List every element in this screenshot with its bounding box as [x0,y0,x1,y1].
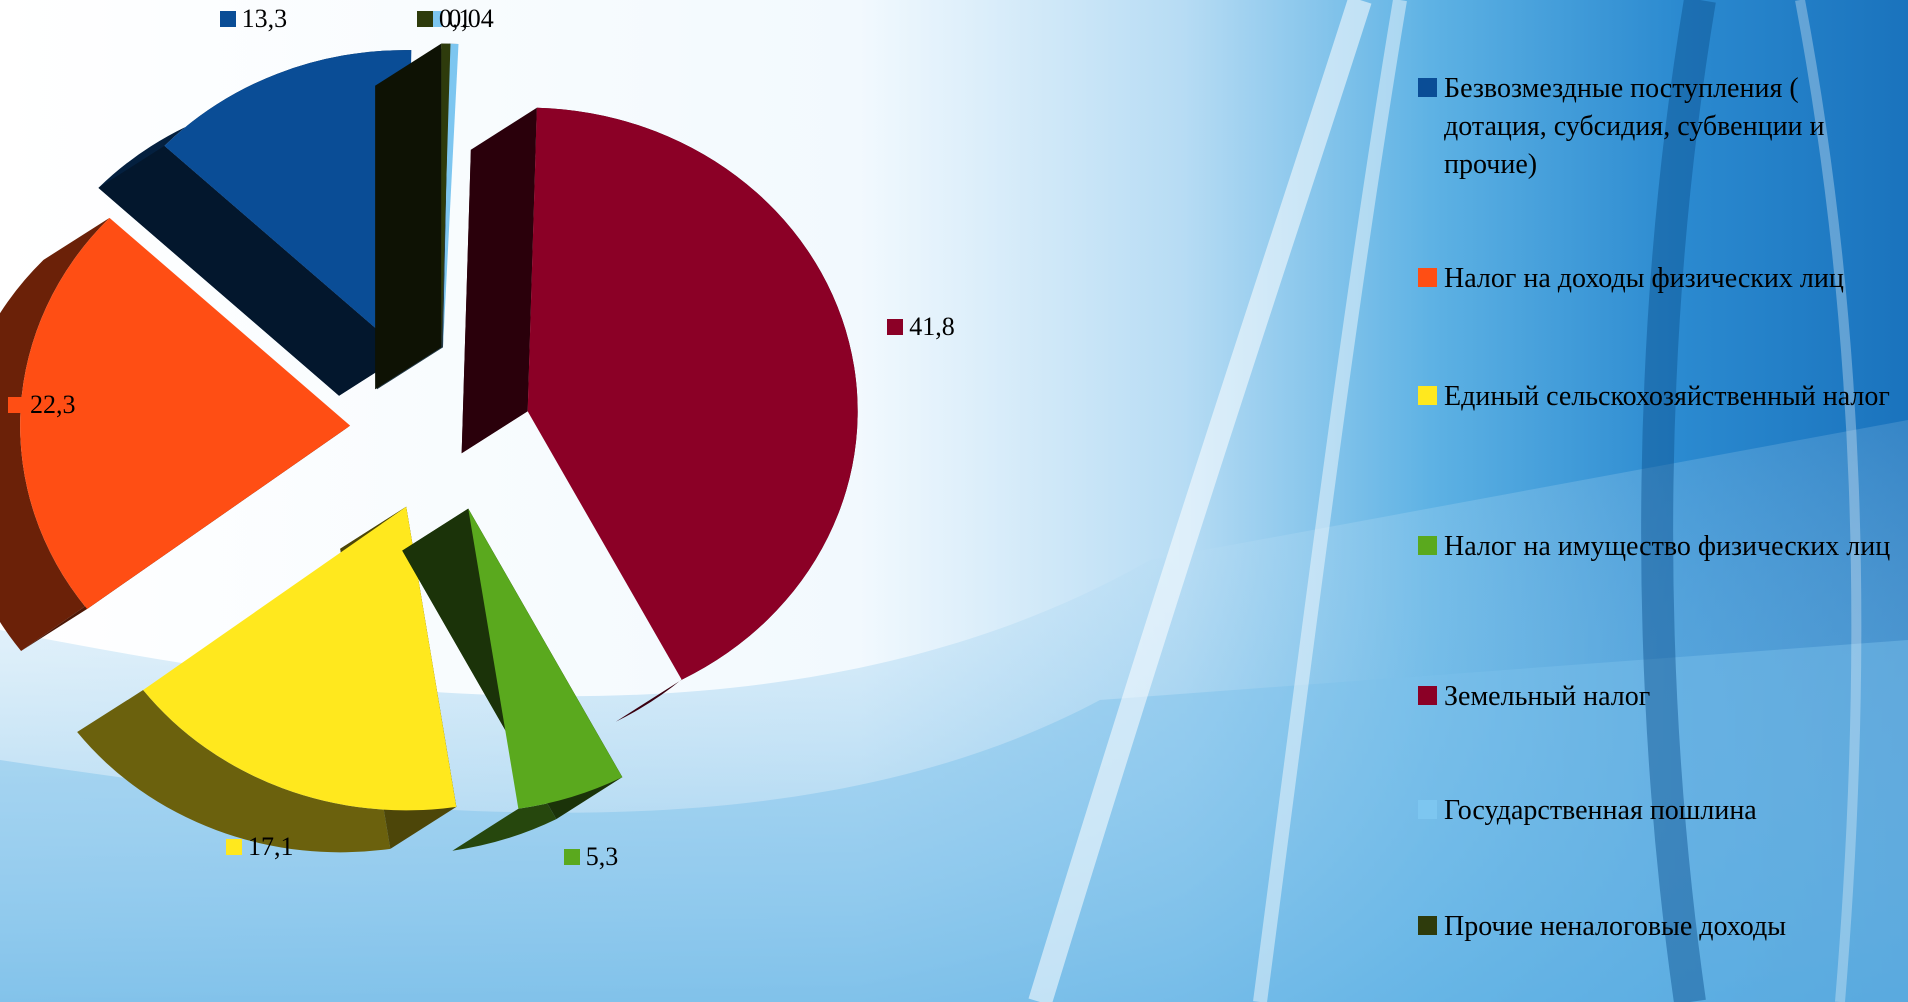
data-label: 5,3 [563,842,619,872]
data-label-value: 17,1 [247,831,294,861]
legend-swatch [1418,78,1437,97]
legend-label: Налог на имущество физических лиц [1444,531,1891,562]
legend-label: Налог на доходы физических лиц [1444,263,1844,294]
data-label-value: 13,3 [241,4,288,33]
legend-swatch [1418,686,1437,705]
data-label-value: 22,3 [30,390,76,420]
legend-label: Безвозмездные поступления ( дотация, суб… [1444,73,1825,180]
legend-swatch [1418,916,1437,935]
pie-slice [375,43,451,390]
legend-swatch [1418,536,1437,555]
legend-item: Прочие неналоговые доходы [1418,908,1904,946]
legend-swatch [1418,386,1437,405]
data-label-swatch [8,397,24,414]
legend-label: Государственная пошлина [1444,795,1757,826]
pie-slice [402,508,623,851]
legend-swatch [1418,800,1437,819]
legend-item: Государственная пошлина [1418,792,1904,830]
data-label-value: 0,1 [438,4,472,33]
data-label: 41,8 [887,312,955,342]
legend-swatch [1418,268,1437,287]
data-label: 13,3 [219,4,288,34]
pie-slice [0,217,351,651]
data-label-value: 0,04 [448,4,494,33]
legend-item: Единый сельскохозяйственный налог [1418,378,1904,416]
pie-slice [77,506,457,853]
data-label-swatch [416,11,433,27]
legend-label: Земельный налог [1444,681,1651,712]
data-label-swatch [887,318,904,335]
legend-item: Земельный налог [1418,678,1904,716]
legend-item: Налог на имущество физических лиц [1418,528,1904,566]
data-label-swatch [219,11,236,27]
pie-slice [98,50,412,396]
data-label: 17,1 [225,831,294,862]
data-label: 22,3 [8,390,76,420]
data-label-value: 5,3 [585,842,619,872]
pie-slice [461,107,858,722]
data-label: 0,1 [416,4,472,34]
legend-label: Единый сельскохозяйственный налог [1444,381,1890,412]
legend-item: Безвозмездные поступления ( дотация, суб… [1418,70,1904,184]
data-label-value: 41,8 [909,311,955,341]
data-label-swatch [225,838,242,855]
data-label-swatch [563,849,580,866]
legend-item: Налог на доходы физических лиц [1418,260,1904,298]
legend-label: Прочие неналоговые доходы [1444,911,1787,942]
